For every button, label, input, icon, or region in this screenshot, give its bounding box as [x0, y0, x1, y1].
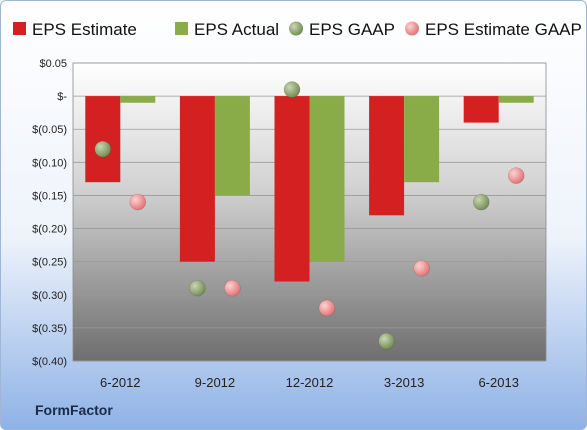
bar-eps-estimate [179, 96, 215, 262]
brand-label: FormFactor [35, 402, 113, 418]
point-eps-estimate-gaap [129, 193, 147, 211]
legend-swatch [175, 22, 188, 35]
bar-eps-actual [214, 96, 250, 196]
point-eps-gaap [189, 279, 206, 297]
legend-label: EPS GAAP [309, 20, 395, 39]
y-tick-label: $(0.05) [32, 124, 67, 136]
bar-eps-estimate [274, 96, 310, 282]
y-tick-label: $(0.15) [32, 190, 67, 202]
legend-label: EPS Actual [194, 20, 279, 39]
x-tick-label: 3-2013 [384, 375, 424, 390]
legend-swatch [405, 21, 419, 36]
legend-swatch [13, 22, 26, 35]
bar-eps-actual [309, 96, 345, 262]
legend-label: EPS Estimate GAAP [425, 20, 582, 39]
y-tick-label: $- [57, 91, 67, 103]
y-tick-label: $(0.20) [32, 224, 67, 236]
y-tick-label: $(0.10) [32, 157, 67, 169]
y-tick-label: $(0.30) [32, 290, 67, 302]
bar-eps-actual [404, 96, 440, 183]
point-eps-estimate-gaap [413, 259, 430, 277]
x-tick-label: 6-2012 [100, 375, 140, 390]
point-eps-estimate-gaap [318, 299, 336, 317]
x-tick-label: 6-2013 [478, 375, 518, 390]
x-tick-label: 9-2012 [195, 375, 235, 390]
bar-eps-actual [120, 96, 156, 103]
bar-eps-estimate [463, 96, 499, 123]
bar-eps-estimate [85, 96, 121, 183]
point-eps-gaap [378, 332, 395, 350]
x-tick-label: 12-2012 [286, 375, 334, 390]
point-eps-estimate-gaap [507, 167, 525, 184]
point-eps-gaap [94, 140, 112, 158]
y-tick-label: $(0.25) [32, 257, 67, 269]
y-tick-label: $(0.35) [32, 323, 67, 335]
legend-swatch [289, 21, 303, 36]
point-eps-gaap [283, 81, 301, 98]
y-tick-label: $(0.40) [32, 356, 67, 368]
point-eps-estimate-gaap [224, 279, 241, 297]
point-eps-gaap [472, 193, 490, 211]
bar-eps-estimate [369, 96, 405, 216]
y-tick-label: $0.05 [39, 58, 67, 70]
bar-eps-actual [498, 96, 534, 103]
legend-label: EPS Estimate [32, 20, 137, 39]
